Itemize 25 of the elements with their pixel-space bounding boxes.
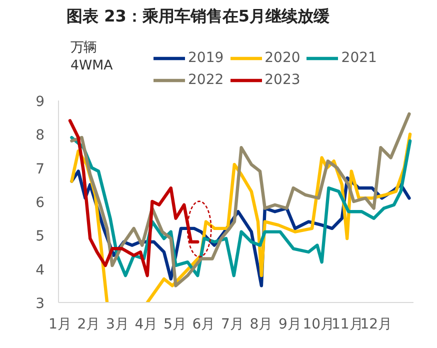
y-tick-label: 7 [36, 161, 45, 178]
x-tick-label: 12月 [360, 316, 392, 332]
legend-label: 2021 [341, 50, 377, 66]
y-tick-label: 3 [36, 296, 45, 312]
y-tick-label: 5 [36, 228, 45, 245]
x-tick-label: 3月 [106, 316, 129, 332]
x-tick-label: 6月 [192, 316, 216, 332]
y-tick-label: 9 [36, 94, 45, 110]
x-tick-label: 8月 [250, 316, 273, 332]
y-axis-title: 万辆 4WMA [70, 40, 113, 74]
x-tick-label: 5月 [163, 316, 186, 332]
x-tick-label: 7月 [220, 316, 244, 332]
x-tick-label: 9月 [278, 316, 302, 332]
legend-label: 2022 [188, 72, 224, 88]
x-tick-label: 2月 [77, 316, 100, 332]
x-tick-label: 1月 [48, 316, 72, 332]
legend-label: 2023 [264, 72, 300, 88]
x-tick-label: 4月 [134, 316, 158, 332]
y-tick-label: 4 [36, 262, 45, 278]
legend-label: 2020 [264, 50, 300, 66]
legend-label: 2019 [188, 50, 224, 66]
y-tick-label: 8 [36, 128, 45, 144]
line-series [70, 112, 411, 288]
chart-title: 图表 23：乘用车销售在5月继续放缓 [66, 6, 330, 26]
y-tick-label: 6 [36, 195, 45, 211]
